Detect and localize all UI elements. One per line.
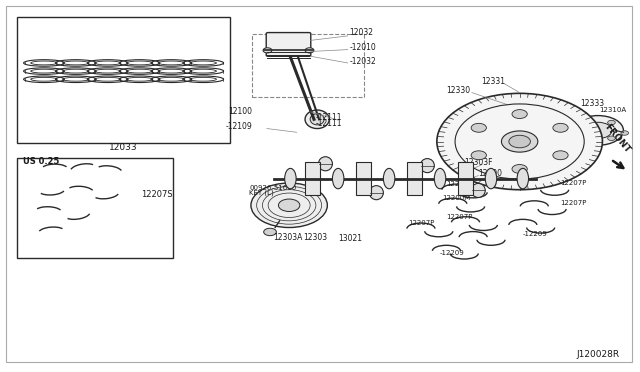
Circle shape bbox=[512, 164, 527, 173]
Text: 12331: 12331 bbox=[481, 77, 506, 86]
Ellipse shape bbox=[517, 169, 529, 189]
Ellipse shape bbox=[485, 169, 497, 189]
Bar bbox=[17, 158, 173, 258]
Circle shape bbox=[607, 120, 615, 125]
Text: 13021: 13021 bbox=[338, 234, 362, 243]
Circle shape bbox=[509, 135, 531, 148]
Text: 12033: 12033 bbox=[109, 143, 137, 152]
Circle shape bbox=[251, 183, 327, 228]
Ellipse shape bbox=[285, 169, 296, 189]
Circle shape bbox=[501, 131, 538, 152]
Ellipse shape bbox=[310, 114, 324, 125]
Bar bbox=[252, 34, 364, 97]
Circle shape bbox=[437, 93, 602, 190]
Text: J120028R: J120028R bbox=[577, 350, 620, 359]
Circle shape bbox=[305, 48, 314, 53]
Text: -12111: -12111 bbox=[316, 113, 342, 122]
Ellipse shape bbox=[305, 110, 329, 129]
Text: 12333: 12333 bbox=[580, 99, 604, 108]
Circle shape bbox=[264, 228, 276, 235]
Text: 12303A: 12303A bbox=[273, 233, 303, 242]
Text: 12032: 12032 bbox=[349, 28, 374, 37]
Text: US 0.25: US 0.25 bbox=[23, 157, 60, 166]
Text: 12207P: 12207P bbox=[408, 220, 435, 226]
Text: 12207P: 12207P bbox=[560, 199, 586, 206]
Text: 12330: 12330 bbox=[447, 86, 470, 95]
Text: 12200M: 12200M bbox=[443, 195, 471, 201]
Circle shape bbox=[621, 131, 628, 135]
Text: -12032: -12032 bbox=[349, 57, 376, 67]
Bar bbox=[305, 162, 321, 195]
Text: 12303: 12303 bbox=[303, 233, 327, 242]
Circle shape bbox=[584, 122, 612, 138]
Text: 12207P: 12207P bbox=[447, 214, 473, 219]
Text: -12010: -12010 bbox=[349, 44, 376, 52]
Bar bbox=[356, 162, 371, 195]
Bar bbox=[458, 162, 473, 195]
Bar bbox=[407, 162, 422, 195]
Ellipse shape bbox=[383, 169, 395, 189]
Circle shape bbox=[580, 120, 588, 125]
Text: FRONT: FRONT bbox=[602, 122, 632, 155]
Text: -12109: -12109 bbox=[225, 122, 252, 131]
Text: 12207P: 12207P bbox=[560, 180, 586, 186]
Ellipse shape bbox=[471, 183, 485, 198]
Text: 00926-51600: 00926-51600 bbox=[249, 185, 296, 191]
Text: 12310A: 12310A bbox=[599, 107, 627, 113]
Circle shape bbox=[573, 116, 623, 145]
Text: -12111: -12111 bbox=[316, 119, 342, 128]
Text: KEY (L): KEY (L) bbox=[249, 189, 274, 196]
Ellipse shape bbox=[420, 158, 435, 173]
Text: 12207S: 12207S bbox=[141, 190, 172, 199]
Text: -12209: -12209 bbox=[440, 250, 465, 256]
FancyBboxPatch shape bbox=[266, 33, 311, 56]
Text: 12303F: 12303F bbox=[464, 157, 493, 167]
Text: 12200: 12200 bbox=[478, 169, 502, 178]
Circle shape bbox=[263, 48, 272, 53]
Circle shape bbox=[553, 151, 568, 160]
Text: 12208M: 12208M bbox=[447, 181, 475, 187]
Circle shape bbox=[607, 136, 615, 141]
Circle shape bbox=[471, 124, 486, 132]
Circle shape bbox=[471, 151, 486, 160]
Text: 12100: 12100 bbox=[228, 108, 252, 116]
Text: -12209: -12209 bbox=[523, 231, 548, 237]
Circle shape bbox=[553, 124, 568, 132]
Ellipse shape bbox=[435, 169, 446, 189]
Ellipse shape bbox=[319, 157, 332, 171]
Bar bbox=[17, 17, 230, 143]
Ellipse shape bbox=[369, 186, 383, 200]
Circle shape bbox=[278, 199, 300, 212]
Circle shape bbox=[580, 136, 588, 141]
Circle shape bbox=[512, 110, 527, 119]
Ellipse shape bbox=[332, 169, 344, 189]
